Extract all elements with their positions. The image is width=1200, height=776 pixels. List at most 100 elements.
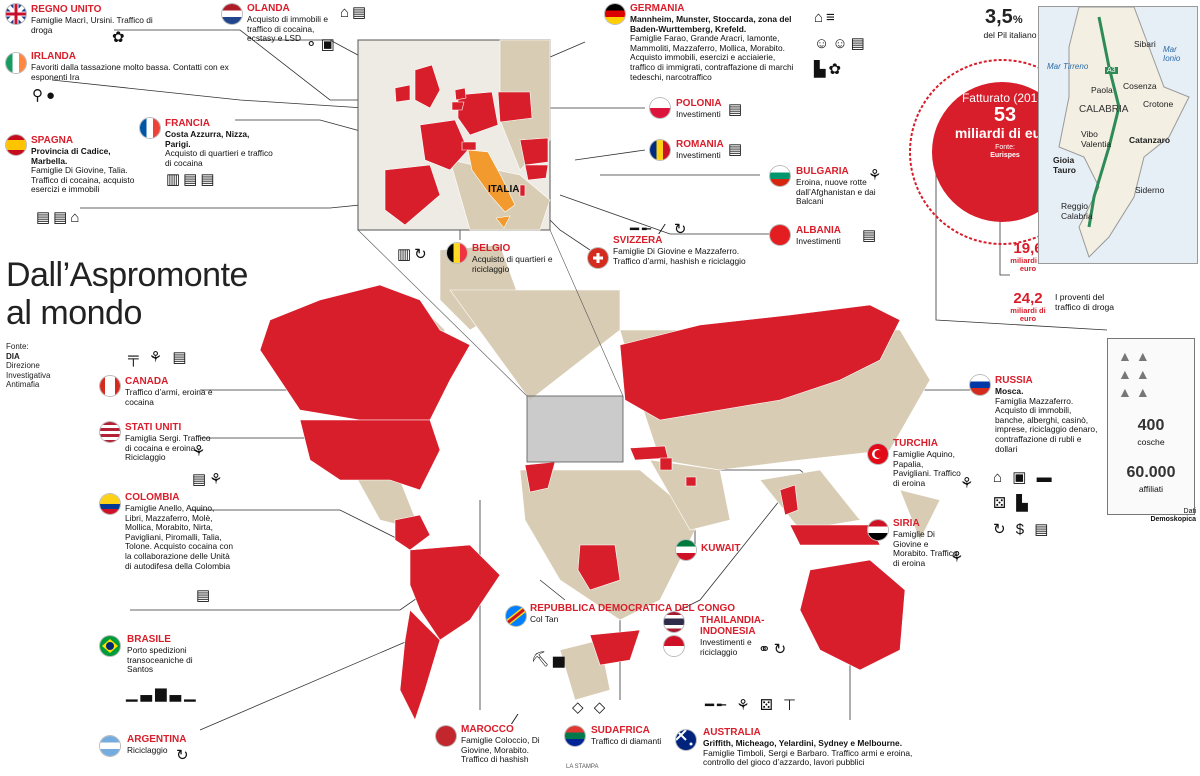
country-kuwait: KUWAIT bbox=[701, 543, 761, 555]
pil-text: del Pil italiano bbox=[983, 30, 1037, 40]
town-label: Catanzaro bbox=[1129, 135, 1171, 145]
germany-icons: ⌂≡ ☺☺▤ ▙✿ bbox=[814, 9, 868, 78]
country-name: BRASILE bbox=[127, 634, 171, 645]
region-ireland bbox=[394, 84, 411, 103]
country-name: SVIZZERA bbox=[613, 235, 663, 246]
road-label: A3 bbox=[1105, 67, 1118, 74]
rifiuti-value: 19,6 bbox=[1013, 240, 1043, 257]
country-svizzera: SVIZZERA Famiglie Di Giovine e Mazzaferr… bbox=[613, 235, 758, 266]
italy-label: ITALIA bbox=[488, 184, 520, 195]
region-france bbox=[419, 119, 469, 171]
coins-icon: ▤ bbox=[728, 101, 746, 118]
country-name: RUSSIA bbox=[995, 375, 1033, 386]
country-irlanda: IRLANDA Favoriti dalla tassazione molto … bbox=[31, 51, 241, 82]
country-stati-uniti: STATI UNITI Famiglia Sergi. Traffico di … bbox=[125, 422, 215, 463]
flag-albania-icon bbox=[770, 225, 790, 245]
calabria-map: Mar Tirreno Mar Ionio Sibari Paola Cosen… bbox=[1038, 6, 1198, 264]
country-sudafrica: SUDAFRICA Traffico di diamanti bbox=[591, 725, 671, 747]
country-text: Riciclaggio bbox=[127, 745, 168, 755]
town-label: Vibo Valentia bbox=[1081, 129, 1112, 149]
sea-label: Mar Tirreno bbox=[1047, 62, 1089, 71]
region-brazil bbox=[409, 544, 501, 641]
source-name: DIA bbox=[6, 351, 20, 361]
region-argentina bbox=[399, 609, 441, 721]
poppy-money-icon: ⚘ ▤⚘ bbox=[192, 443, 226, 488]
country-text: Traffico di diamanti bbox=[591, 736, 662, 746]
region-indonesia bbox=[789, 524, 881, 546]
region-usa bbox=[299, 419, 441, 491]
flag-switzerland-icon bbox=[588, 248, 608, 268]
country-name: REGNO UNITO bbox=[31, 4, 102, 15]
flag-usa-icon bbox=[100, 422, 120, 442]
ship-icon: ▁▃▆▃▁ bbox=[126, 685, 199, 702]
source-desc-line: Direzione bbox=[6, 361, 40, 370]
country-text: Acquisto di quartieri e riciclaggio bbox=[472, 254, 553, 274]
diamond-icon: ◇ ◇ bbox=[572, 699, 609, 716]
flag-southafrica-icon bbox=[565, 726, 585, 746]
flag-morocco-icon bbox=[436, 726, 456, 746]
money-house-icon: ▤▤⌂ bbox=[36, 209, 83, 226]
country-text: Famiglie Macrì, Ursini. Traffico di drog… bbox=[31, 15, 153, 35]
flag-spain-icon bbox=[6, 135, 26, 155]
country-text: Famiglie Coloccio, Di Giovine, Morabito.… bbox=[461, 735, 540, 765]
region-italy bbox=[467, 149, 516, 229]
region-label: CALABRIA bbox=[1079, 104, 1129, 115]
country-text: Investimenti bbox=[676, 150, 721, 160]
source-note: Fonte: DIA Direzione Investigativa Antim… bbox=[6, 342, 50, 390]
sea-label: Mar Ionio bbox=[1163, 45, 1181, 63]
fatturato-value: 53 bbox=[993, 104, 1017, 126]
country-name: KUWAIT bbox=[701, 543, 741, 554]
pil-unit: % bbox=[1012, 14, 1023, 26]
country-text: Eroina, nuove rotte dall’Afghanistan e d… bbox=[796, 177, 876, 207]
rifiuti-unit: miliardi di euro bbox=[1010, 256, 1046, 273]
coins-icon: ▤ bbox=[728, 141, 746, 158]
country-romania: ROMANIA Investimenti bbox=[676, 139, 736, 161]
country-regno-unito: REGNO UNITO Famiglie Macrì, Ursini. Traf… bbox=[31, 4, 166, 35]
country-name: SUDAFRICA bbox=[591, 725, 650, 736]
country-spagna: SPAGNA Provincia di Cadice, Marbella. Fa… bbox=[31, 135, 143, 195]
flag-indonesia-icon bbox=[664, 636, 684, 656]
recycle-icon: ↻ bbox=[176, 747, 192, 764]
magnifier-icon: ⚲● bbox=[32, 87, 59, 104]
flag-australia-icon bbox=[676, 730, 696, 750]
source-desc-line: Antimafia bbox=[6, 380, 40, 389]
country-siria: SIRIA Famiglie Di Giovine e Morabito. Tr… bbox=[893, 518, 963, 568]
stats-source: Dati Demoskopica bbox=[1130, 508, 1196, 524]
country-name: OLANDA bbox=[247, 3, 290, 14]
country-name: ROMANIA bbox=[676, 139, 724, 150]
country-name: ARGENTINA bbox=[127, 734, 187, 745]
flag-argentina-icon bbox=[100, 736, 120, 756]
region-spain bbox=[384, 164, 441, 226]
region-syria bbox=[659, 457, 673, 471]
country-text: Famiglia Mazzaferro. Acquisto di immobil… bbox=[995, 395, 1098, 454]
poppy-icon: ⚘ bbox=[950, 549, 967, 566]
europe-highlight-box bbox=[526, 395, 624, 463]
country-text: Acquisto di quartieri e traffico di coca… bbox=[165, 148, 273, 168]
coins-icon: ▤ bbox=[862, 227, 880, 244]
country-belgio: BELGIO Acquisto di quartieri e riciclagg… bbox=[472, 243, 582, 274]
region-russia bbox=[619, 304, 901, 421]
country-name: TURCHIA bbox=[893, 438, 938, 449]
flag-belgium-icon bbox=[447, 243, 467, 263]
region-canada bbox=[259, 284, 471, 421]
country-bold: Griffith, Micheago, Yelardini, Sydney e … bbox=[703, 738, 903, 748]
country-text: Col Tan bbox=[530, 614, 559, 624]
gun-poppy-money-icon: ╤ ⚘ ▤ bbox=[128, 349, 190, 366]
town-label: Siderno bbox=[1135, 185, 1165, 195]
droga-value: 24,2 bbox=[1013, 290, 1043, 307]
region-uk bbox=[414, 64, 441, 109]
affiliati-value: 60.000 bbox=[1126, 464, 1176, 481]
russia-icons: ⌂ ▣ ▬ ⚄ ▙ ↻ $ ▤ bbox=[993, 469, 1055, 538]
region-drcongo bbox=[577, 544, 621, 591]
cosche-value: 400 bbox=[1137, 417, 1165, 434]
flag-romania-icon bbox=[650, 140, 670, 160]
source-label: Fonte: bbox=[6, 342, 29, 351]
buildings-money-icon: ▥▤▤ bbox=[166, 171, 218, 188]
country-name: THAILANDIA-INDONESIA bbox=[700, 615, 765, 637]
flag-russia-icon bbox=[970, 375, 990, 395]
region-morocco bbox=[524, 461, 556, 493]
money-icon: ▤ bbox=[196, 587, 214, 604]
town-label: Sibari bbox=[1134, 39, 1156, 49]
fatturato-source: Eurispes bbox=[990, 152, 1020, 159]
country-name: COLOMBIA bbox=[125, 492, 180, 503]
